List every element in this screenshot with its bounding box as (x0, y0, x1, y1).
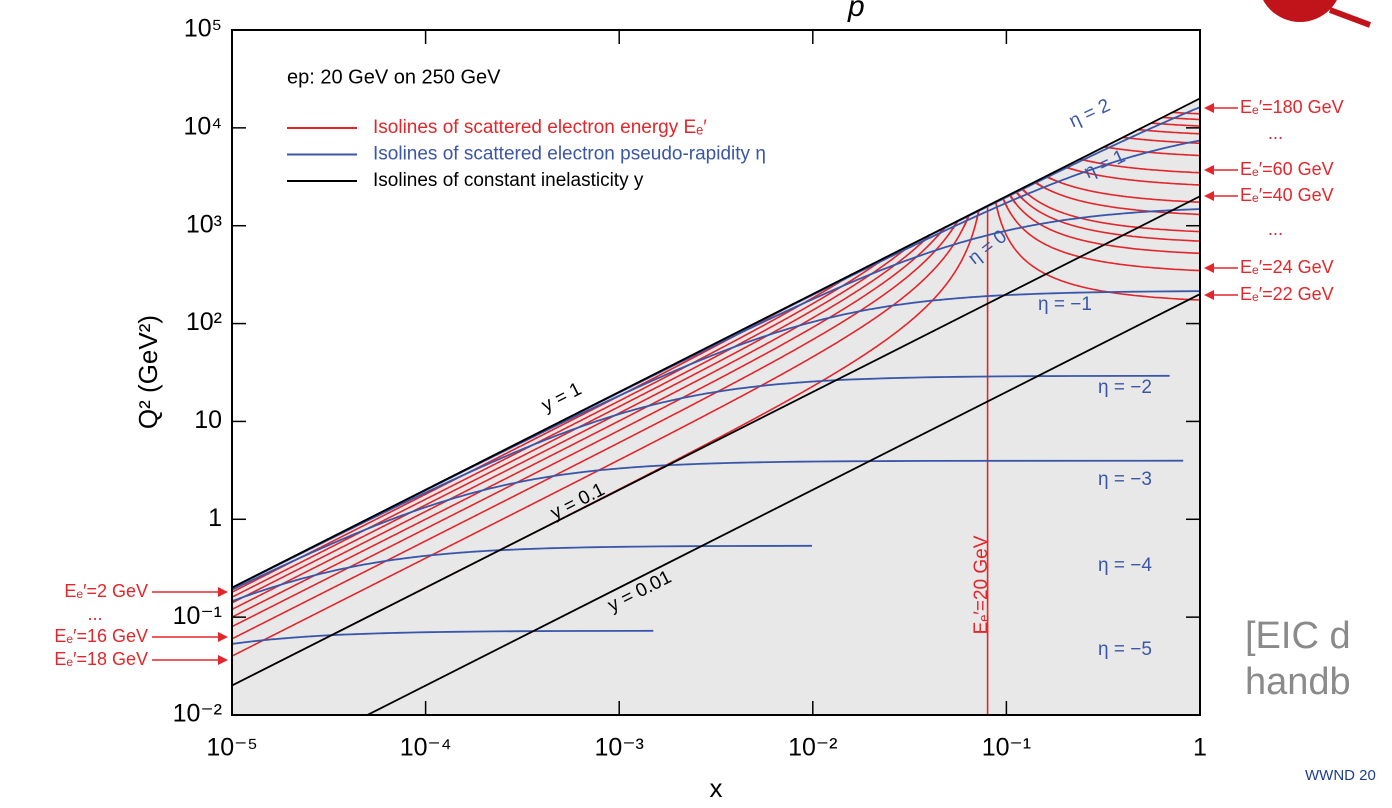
legend-title: ep: 20 GeV on 250 GeV (287, 66, 501, 88)
y-tick-label: 10⁻² (173, 700, 222, 728)
x-tick-label: 10⁻⁴ (400, 734, 452, 762)
kinematic-region (232, 98, 1200, 715)
arrow-head (218, 587, 228, 597)
isoline-eta (232, 459, 1184, 591)
arrow-head (1204, 290, 1214, 300)
y-axis-label: Q² (GeV²) (133, 315, 163, 429)
legend-label: Isolines of constant inelasticity y (373, 170, 644, 191)
curve-label: η = −1 (1038, 294, 1092, 315)
curve-label: η = −4 (1098, 555, 1152, 576)
x-tick-label: 10⁻² (788, 734, 837, 762)
isoline-inelasticity (232, 97, 1200, 589)
arrow-head (1204, 103, 1214, 113)
annotation: ... (1268, 123, 1283, 143)
footer: WWND 20 (1305, 767, 1376, 784)
icon-stick (1328, 7, 1372, 28)
curve-label: η = −5 (1098, 639, 1152, 660)
isoline-inelasticity (232, 195, 1200, 687)
arrow-head (1204, 191, 1214, 201)
curve-label: Eₑ′=20 GeV (971, 535, 992, 634)
y-tick-label: 10² (186, 308, 222, 336)
isoline-energy (1045, 175, 1200, 204)
annotation: Eₑ′=60 GeV (1240, 159, 1334, 179)
annotation: Eₑ′=18 GeV (54, 649, 148, 669)
isoline-energy (1021, 187, 1200, 233)
isoline-energy (232, 220, 959, 640)
isoline-energy (1015, 190, 1200, 242)
isoline-eta (232, 544, 813, 603)
isoline-energy (232, 273, 854, 599)
x-tick-label: 10⁻¹ (982, 734, 1031, 762)
y-tick-label: 10⁵ (184, 15, 222, 43)
isoline-energy (1008, 193, 1200, 255)
y-tick-label: 10 (194, 406, 222, 434)
isoline-energy (1162, 116, 1200, 121)
curve-label: η = 2 (1066, 95, 1114, 132)
isoline-energy (232, 234, 931, 619)
isoline-energy (1064, 166, 1200, 186)
x-tick-label: 10⁻³ (595, 734, 644, 762)
annotation: Eₑ′=2 GeV (64, 581, 148, 601)
annotation: Eₑ′=180 GeV (1240, 97, 1344, 117)
isoline-energy (1079, 158, 1200, 174)
annotation: ... (1268, 219, 1283, 239)
x-tick-label: 10⁻⁵ (206, 734, 257, 762)
y-tick-label: 10³ (186, 210, 222, 238)
curves (232, 97, 1200, 715)
citation: handb (1245, 661, 1351, 703)
corner-label: p (847, 0, 865, 23)
x-axis-label: x (710, 773, 723, 803)
y-tick-label: 1 (208, 504, 222, 532)
arrow-head (218, 655, 228, 665)
isoline-inelasticity (365, 293, 1200, 715)
annotation: Eₑ′=22 GeV (1240, 284, 1334, 304)
annotation: Eₑ′=16 GeV (54, 626, 148, 646)
isoline-energy (232, 256, 888, 604)
isoline-energy (232, 226, 946, 628)
isoline-energy (232, 214, 970, 657)
annotation: ... (87, 604, 102, 624)
isoline-energy (1172, 111, 1200, 115)
isoline-energy (1138, 128, 1200, 135)
y-tick-label: 10⁴ (183, 112, 222, 140)
arrow-head (218, 632, 228, 642)
curve-label: η = −3 (1098, 469, 1152, 490)
x-tick-label: 1 (1193, 734, 1207, 762)
arrow-head (1204, 263, 1214, 273)
arrow-head (1204, 165, 1214, 175)
curve-label: η = −2 (1098, 377, 1152, 398)
legend-label: Isolines of scattered electron pseudo-ra… (373, 144, 766, 165)
curve-label: y = 1 (538, 379, 585, 417)
isoline-energy (1034, 181, 1200, 216)
annotation: Eₑ′=24 GeV (1240, 257, 1334, 277)
isoline-energy (1150, 122, 1200, 127)
y-tick-label: 10⁻¹ (173, 602, 222, 630)
proton-icon (1263, 0, 1337, 22)
citation: [EIC d (1245, 615, 1351, 657)
isoline-eta (232, 629, 654, 645)
legend-label: Isolines of scattered electron energy Eₑ… (373, 117, 707, 138)
plot-frame (231, 29, 1201, 716)
annotation: Eₑ′=40 GeV (1240, 185, 1334, 205)
